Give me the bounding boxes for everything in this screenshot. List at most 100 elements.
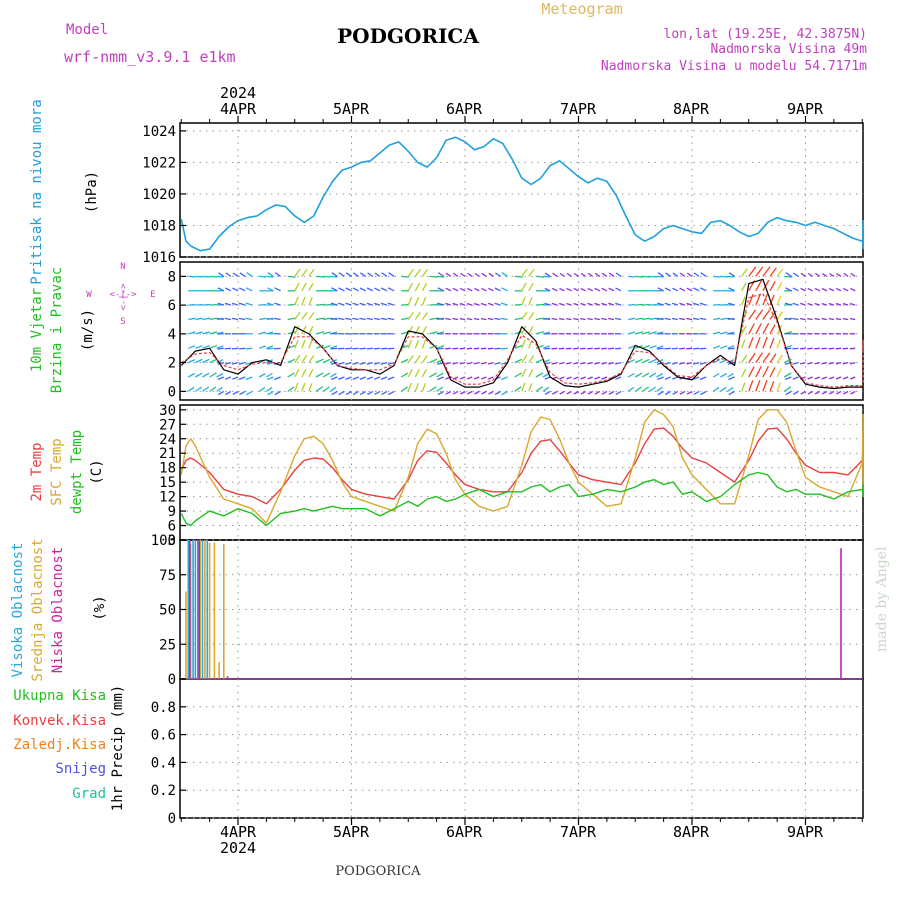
wind-arrow bbox=[487, 302, 494, 306]
wind-arrow bbox=[762, 379, 768, 392]
wind-arrow bbox=[627, 359, 635, 364]
wind-arrow bbox=[195, 358, 203, 364]
pressure-y-tick-label: 1020 bbox=[142, 187, 176, 203]
precip-y-tick-label: 0.2 bbox=[151, 783, 176, 799]
wind-arrow bbox=[287, 331, 296, 335]
wind-arrow bbox=[315, 372, 324, 378]
wind-arrow bbox=[762, 293, 769, 306]
pressure-ylabel: Pritisak na nivou mora bbox=[29, 99, 45, 284]
wind-arrow bbox=[628, 303, 636, 306]
wind-arrow bbox=[807, 347, 813, 350]
high-cloud-ylabel: Visoka Oblacnost bbox=[10, 543, 26, 678]
wind-arrow bbox=[594, 317, 600, 321]
wind-arrow bbox=[195, 303, 203, 306]
legend-freezing-rain: Zaledj.Kisa bbox=[13, 737, 106, 753]
wind-arrow bbox=[500, 347, 508, 350]
wind-arrow bbox=[380, 317, 388, 321]
wind-arrow bbox=[573, 376, 579, 380]
wind-arrow bbox=[345, 272, 352, 277]
wind-arrow bbox=[337, 317, 345, 321]
wind-arrow bbox=[217, 302, 224, 306]
wind-arrow bbox=[301, 268, 308, 277]
wind-arrow bbox=[359, 390, 367, 396]
wind-arrow bbox=[195, 331, 203, 335]
wind-arrow bbox=[480, 347, 487, 350]
wind-arrow bbox=[437, 287, 444, 292]
wind-arrow bbox=[657, 272, 664, 277]
wind-arrow bbox=[514, 317, 523, 321]
year-bottom: 2024 bbox=[220, 839, 256, 857]
wind-arrow bbox=[345, 376, 352, 381]
wind-arrow bbox=[474, 390, 480, 395]
wind-arrow bbox=[437, 302, 444, 306]
wind-arrow bbox=[748, 323, 755, 335]
wind-arrow bbox=[239, 287, 246, 292]
wind-arrow bbox=[209, 275, 218, 278]
wind-arrow bbox=[821, 361, 827, 365]
wind-arrow bbox=[769, 280, 776, 292]
wind-arrow bbox=[850, 390, 856, 395]
wind-arrow bbox=[842, 347, 849, 350]
wind-arrow bbox=[301, 339, 306, 349]
wind-arrow bbox=[528, 383, 533, 392]
wind-arrow bbox=[615, 390, 622, 395]
wind-arrow bbox=[231, 302, 239, 306]
wind-arrow bbox=[374, 287, 381, 292]
wind-arrow bbox=[359, 347, 366, 350]
wind-arrow bbox=[459, 347, 466, 350]
wind-arrow bbox=[656, 386, 663, 392]
sfctemp-ylabel: SFC Temp bbox=[49, 438, 65, 505]
wind-arrow bbox=[315, 386, 324, 392]
wind-arrow bbox=[807, 272, 813, 277]
wind-arrow bbox=[601, 317, 608, 321]
wind-arrow bbox=[566, 361, 572, 365]
wind-arrow bbox=[700, 272, 707, 277]
lonlat-text: lon,lat (19.25E, 42.3875N) bbox=[664, 27, 868, 42]
wind-arrow bbox=[664, 302, 671, 306]
wind-arrow bbox=[693, 287, 700, 292]
wind-arrow bbox=[466, 317, 473, 321]
precip-y-tick-label: 0.4 bbox=[151, 755, 176, 771]
meteogram-label: Meteogram bbox=[541, 0, 622, 18]
wind-arrow bbox=[657, 302, 664, 306]
wind-arrow bbox=[615, 302, 622, 306]
wind-arrow bbox=[727, 317, 735, 321]
wind-arrow bbox=[686, 287, 693, 292]
wind-arrow bbox=[769, 324, 776, 335]
pressure-y-tick-label: 1022 bbox=[142, 155, 176, 171]
wind-arrow bbox=[573, 302, 579, 306]
wind-arrow bbox=[414, 369, 420, 378]
wind-arrow bbox=[452, 376, 459, 380]
wind-arrow bbox=[755, 366, 762, 378]
wind-arrow bbox=[414, 282, 421, 292]
wind-arrow bbox=[656, 372, 664, 378]
wind-arrow bbox=[692, 317, 700, 321]
wind-arrow bbox=[501, 272, 508, 277]
wind-arrow bbox=[225, 287, 232, 292]
wind-arrow bbox=[224, 317, 232, 321]
panel-frames bbox=[179, 122, 864, 819]
wind-arrow bbox=[850, 272, 856, 277]
wind-arrow bbox=[501, 287, 508, 292]
cloud-y-tick-label: 75 bbox=[159, 568, 176, 584]
wind-arrow bbox=[473, 361, 480, 365]
wind-arrow bbox=[407, 325, 413, 335]
wind-arrow bbox=[225, 390, 232, 396]
wind-arrow bbox=[699, 376, 707, 381]
wind-arrow bbox=[755, 336, 761, 349]
wind-arrow bbox=[274, 390, 281, 396]
wind-arrow bbox=[387, 347, 395, 350]
wind-arrow bbox=[551, 287, 558, 292]
wind-arrow bbox=[459, 361, 466, 365]
wind-arrow bbox=[421, 383, 427, 392]
wind-arrow bbox=[748, 380, 754, 392]
wind-arrow bbox=[727, 345, 735, 349]
wind-y-tick-label: 0 bbox=[168, 384, 176, 400]
wind-arrow bbox=[217, 347, 224, 350]
wind-arrow bbox=[329, 372, 337, 378]
wind-arrow bbox=[294, 311, 301, 320]
wind-arrow bbox=[421, 355, 428, 363]
wind-arrow bbox=[634, 386, 643, 392]
wind-arrow bbox=[762, 352, 771, 363]
wind-arrow bbox=[322, 386, 330, 392]
